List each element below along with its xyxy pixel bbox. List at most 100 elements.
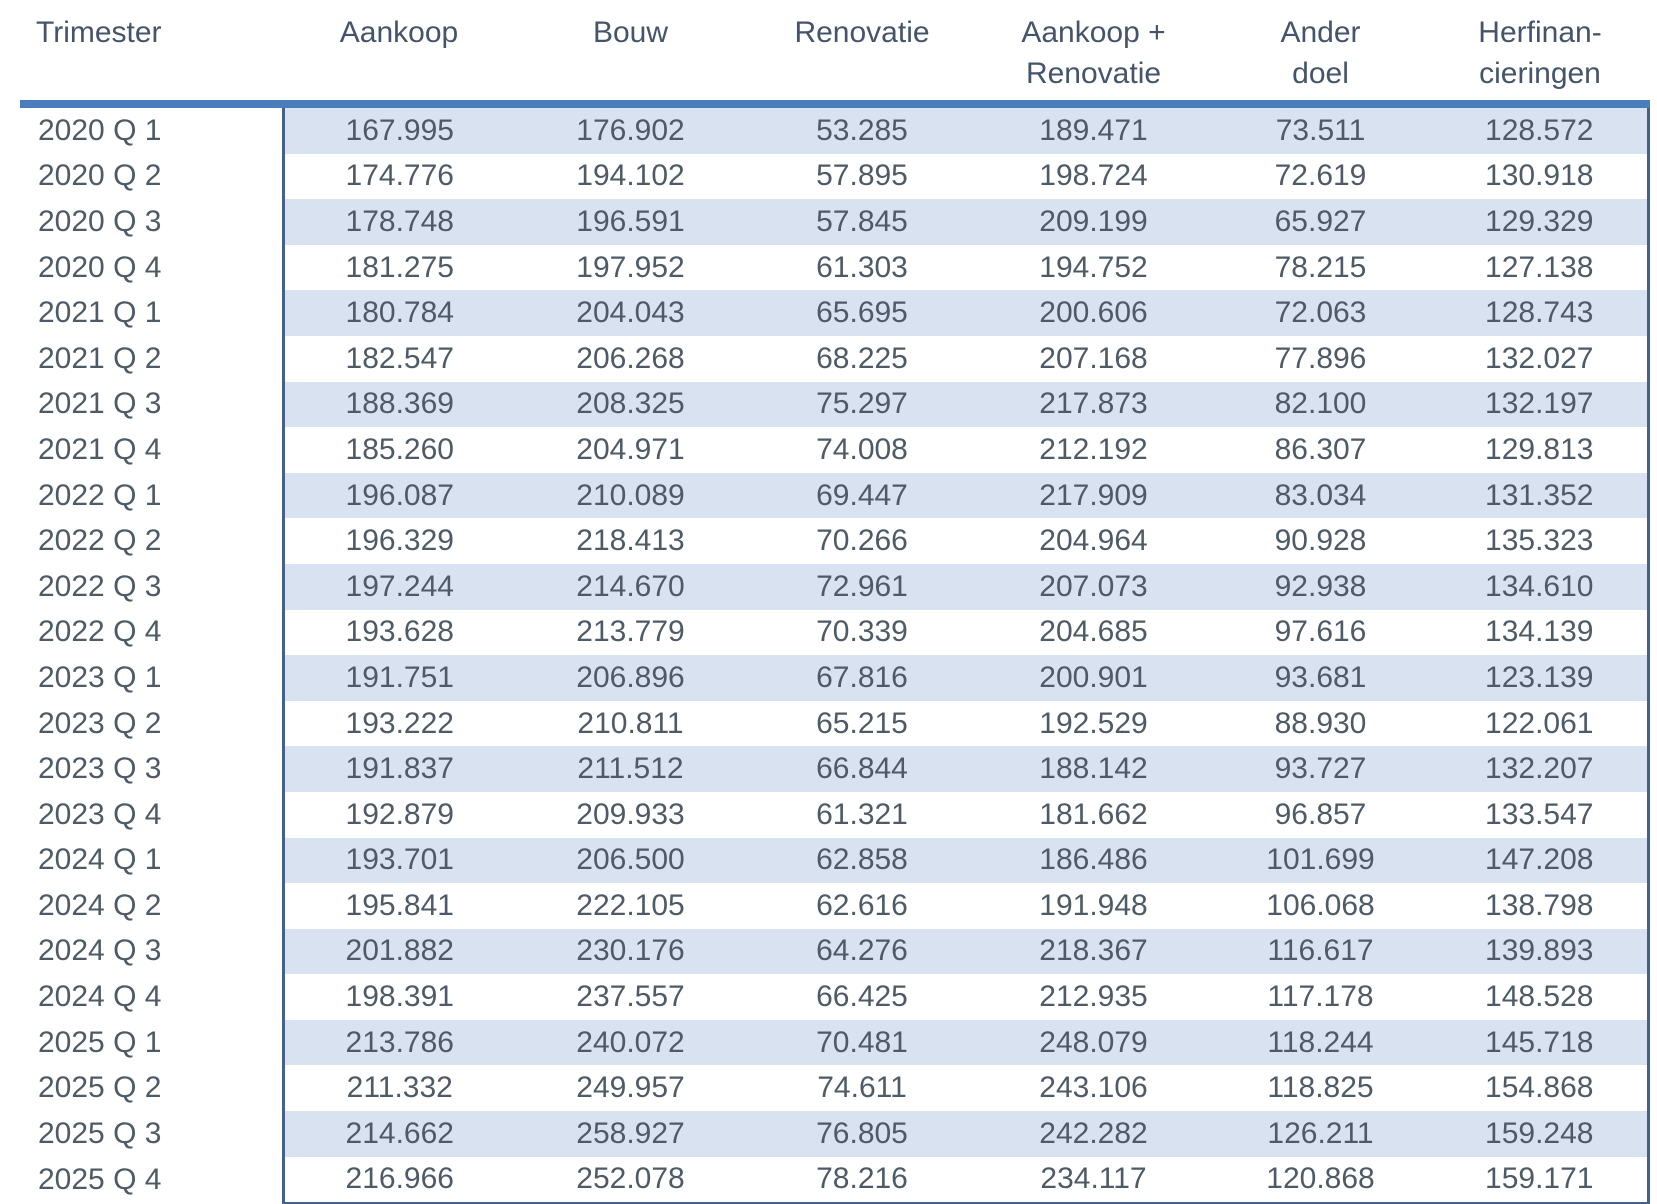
cell-renovatie: 78.216: [746, 1156, 978, 1204]
cell-renovatie: 65.695: [746, 290, 978, 336]
cell-trimester: 2020 Q 1: [20, 104, 283, 154]
cell-trimester: 2024 Q 1: [20, 837, 283, 884]
cell-aankoop-renovatie: 181.662: [978, 791, 1209, 838]
cell-ander-doel: 117.178: [1209, 974, 1432, 1020]
cell-bouw: 213.779: [515, 609, 746, 656]
cell-herfinancieringen: 129.813: [1432, 427, 1650, 473]
cell-aankoop: 195.841: [281, 883, 515, 929]
cell-trimester: 2024 Q 3: [20, 928, 283, 975]
cell-renovatie: 64.276: [746, 928, 978, 975]
cell-bouw: 196.591: [515, 199, 746, 245]
cell-herfinancieringen: 138.798: [1432, 883, 1650, 929]
cell-aankoop-renovatie: 212.192: [978, 427, 1209, 473]
cell-aankoop: 185.260: [281, 427, 515, 473]
header-line: Trimester: [36, 16, 162, 49]
table-row: 2021 Q 2 182.547 206.268 68.225 207.168 …: [20, 335, 1650, 382]
table-row: 2021 Q 3 188.369 208.325 75.297 217.873 …: [20, 381, 1650, 428]
cell-bouw: 208.325: [515, 381, 746, 428]
cell-ander-doel: 96.857: [1209, 791, 1432, 838]
cell-aankoop: 193.222: [281, 700, 515, 747]
cell-renovatie: 62.616: [746, 883, 978, 929]
cell-herfinancieringen: 127.138: [1432, 244, 1650, 291]
cell-bouw: 197.952: [515, 244, 746, 291]
cell-aankoop: 180.784: [281, 290, 515, 336]
col-header-renovatie: Renovatie: [746, 6, 978, 108]
col-header-ander-doel: Ander doel: [1209, 6, 1432, 108]
table-row: 2025 Q 3 214.662 258.927 76.805 242.282 …: [20, 1111, 1650, 1157]
cell-aankoop: 197.244: [281, 563, 515, 610]
col-header-aankoop-renovatie: Aankoop + Renovatie: [978, 6, 1209, 108]
cell-herfinancieringen: 123.139: [1432, 655, 1650, 701]
cell-renovatie: 67.816: [746, 655, 978, 701]
cell-renovatie: 75.297: [746, 381, 978, 428]
cell-trimester: 2021 Q 3: [20, 381, 283, 428]
cell-herfinancieringen: 159.248: [1432, 1111, 1650, 1157]
table-row: 2025 Q 4 216.966 252.078 78.216 234.117 …: [20, 1156, 1650, 1204]
cell-aankoop-renovatie: 234.117: [978, 1156, 1209, 1204]
cell-trimester: 2020 Q 4: [20, 244, 283, 291]
cell-trimester: 2022 Q 4: [20, 609, 283, 656]
col-header-trimester: Trimester: [20, 6, 283, 108]
cell-ander-doel: 106.068: [1209, 883, 1432, 929]
cell-trimester: 2020 Q 3: [20, 199, 283, 245]
table-row: 2021 Q 1 180.784 204.043 65.695 200.606 …: [20, 290, 1650, 336]
cell-trimester: 2022 Q 2: [20, 518, 283, 564]
cell-bouw: 176.902: [515, 104, 746, 154]
cell-ander-doel: 97.616: [1209, 609, 1432, 656]
cell-aankoop-renovatie: 242.282: [978, 1111, 1209, 1157]
cell-aankoop: 213.786: [281, 1019, 515, 1066]
cell-ander-doel: 93.681: [1209, 655, 1432, 701]
quarterly-mortgage-table: Trimester Aankoop Bouw Renovatie Aankoop…: [20, 6, 1650, 1204]
cell-aankoop: 196.087: [281, 472, 515, 519]
cell-trimester: 2023 Q 4: [20, 791, 283, 838]
cell-herfinancieringen: 148.528: [1432, 974, 1650, 1020]
cell-renovatie: 69.447: [746, 472, 978, 519]
cell-bouw: 209.933: [515, 791, 746, 838]
cell-aankoop: 214.662: [281, 1111, 515, 1157]
cell-trimester: 2022 Q 3: [20, 563, 283, 610]
cell-aankoop-renovatie: 204.685: [978, 609, 1209, 656]
cell-ander-doel: 83.034: [1209, 472, 1432, 519]
cell-bouw: 222.105: [515, 883, 746, 929]
cell-herfinancieringen: 147.208: [1432, 837, 1650, 884]
cell-ander-doel: 118.244: [1209, 1019, 1432, 1066]
table-row: 2022 Q 2 196.329 218.413 70.266 204.964 …: [20, 518, 1650, 564]
cell-herfinancieringen: 128.572: [1432, 104, 1650, 154]
cell-bouw: 204.971: [515, 427, 746, 473]
cell-bouw: 194.102: [515, 153, 746, 200]
cell-aankoop: 196.329: [281, 518, 515, 564]
cell-aankoop-renovatie: 192.529: [978, 700, 1209, 747]
table-row: 2020 Q 1 167.995 176.902 53.285 189.471 …: [20, 104, 1650, 154]
cell-herfinancieringen: 134.610: [1432, 563, 1650, 610]
cell-herfinancieringen: 145.718: [1432, 1019, 1650, 1066]
table-row: 2024 Q 4 198.391 237.557 66.425 212.935 …: [20, 974, 1650, 1020]
cell-bouw: 252.078: [515, 1156, 746, 1204]
cell-herfinancieringen: 135.323: [1432, 518, 1650, 564]
cell-aankoop-renovatie: 194.752: [978, 244, 1209, 291]
cell-aankoop: 198.391: [281, 974, 515, 1020]
cell-renovatie: 65.215: [746, 700, 978, 747]
cell-renovatie: 74.611: [746, 1065, 978, 1112]
header-line: Renovatie: [1025, 57, 1162, 90]
table-body: 2020 Q 1 167.995 176.902 53.285 189.471 …: [20, 104, 1650, 1204]
cell-aankoop-renovatie: 217.873: [978, 381, 1209, 428]
cell-aankoop-renovatie: 200.606: [978, 290, 1209, 336]
cell-renovatie: 76.805: [746, 1111, 978, 1157]
cell-ander-doel: 93.727: [1209, 746, 1432, 792]
cell-ander-doel: 77.896: [1209, 335, 1432, 382]
cell-aankoop: 201.882: [281, 928, 515, 975]
cell-renovatie: 70.266: [746, 518, 978, 564]
table-row: 2025 Q 1 213.786 240.072 70.481 248.079 …: [20, 1019, 1650, 1066]
header-line: Aankoop +: [1021, 16, 1166, 49]
cell-herfinancieringen: 132.027: [1432, 335, 1650, 382]
cell-aankoop: 191.751: [281, 655, 515, 701]
cell-aankoop: 191.837: [281, 746, 515, 792]
cell-trimester: 2023 Q 1: [20, 655, 283, 701]
cell-trimester: 2025 Q 4: [20, 1156, 283, 1204]
header-row: Trimester Aankoop Bouw Renovatie Aankoop…: [20, 6, 1648, 108]
cell-ander-doel: 126.211: [1209, 1111, 1432, 1157]
cell-renovatie: 53.285: [746, 104, 978, 154]
cell-trimester: 2023 Q 2: [20, 700, 283, 747]
cell-aankoop-renovatie: 191.948: [978, 883, 1209, 929]
cell-aankoop: 188.369: [281, 381, 515, 428]
